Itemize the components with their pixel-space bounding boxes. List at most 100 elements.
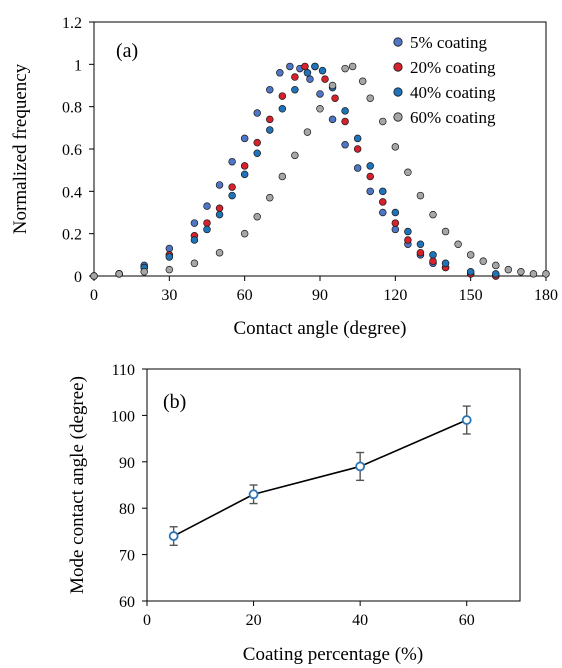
panel-a-data-point	[454, 240, 462, 249]
panel-b-data-point	[461, 415, 472, 425]
panel-a-data-point	[391, 143, 400, 151]
panel-a-data-point	[266, 193, 274, 202]
panel-a-data-point	[348, 62, 357, 71]
panel-a-data-point	[429, 251, 437, 259]
panel-a-data-point	[306, 75, 314, 83]
panel-a-points	[90, 62, 550, 280]
panel-a-data-point	[190, 259, 199, 268]
panel-b-data-point	[168, 531, 179, 541]
panel-a-x-tick-label: 0	[90, 287, 98, 304]
panel-a-data-point	[366, 187, 374, 196]
panel-a-data-point	[203, 225, 211, 234]
panel-a-data-point	[542, 270, 550, 278]
panel-a-data-point	[416, 240, 425, 249]
panel-a-data-point	[353, 164, 362, 172]
panel-a-legend: 5% coating 20% coating 40% coating 60% coat…	[393, 33, 496, 127]
panel-a-data-point	[303, 128, 312, 136]
panel-b-x-tick-label: 0	[143, 612, 151, 629]
panel-a-data-point	[215, 204, 224, 213]
panel-a-data-point	[379, 187, 387, 196]
panel-a-data-point	[404, 227, 412, 236]
panel-b-series	[168, 405, 472, 547]
panel-a-data-point	[253, 212, 261, 221]
panel-a-data-point	[240, 170, 249, 179]
panel-a-data-point	[404, 168, 412, 177]
panel-a-data-point	[165, 253, 174, 261]
legend-marker	[393, 37, 403, 47]
panel-a-y-tick-label: 0.6	[62, 142, 82, 159]
panel-a-data-point	[366, 94, 374, 102]
panel-a: 0 30 60 90 120 150 180 0 0.2 0.4 0.6 0.8 1 1.2 (a) 5%…	[10, 15, 558, 339]
panel-a-data-point	[316, 90, 324, 98]
legend-marker	[393, 112, 403, 122]
panel-a-data-point	[253, 138, 261, 147]
legend-marker	[393, 62, 403, 72]
panel-a-data-point	[429, 210, 437, 219]
panel-a-data-point	[341, 64, 349, 73]
legend-label: 20% coating	[410, 58, 496, 77]
panel-a-y-tick-label: 0.2	[62, 227, 82, 244]
panel-a-data-point	[341, 117, 349, 126]
panel-a-x-tick-label: 30	[161, 287, 177, 304]
panel-b-y-tick-label: 70	[119, 548, 135, 565]
panel-a-x-tick-label: 180	[534, 287, 558, 304]
panel-a-data-point	[429, 257, 437, 265]
panel-a-data-point	[366, 162, 374, 170]
panel-a-data-point	[165, 265, 174, 274]
panel-a-data-point	[391, 208, 400, 217]
panel-a-y-tick-label: 1	[74, 57, 82, 74]
legend-label: 5% coating	[410, 33, 487, 52]
panel-a-x-axis-label: Contact angle (degree)	[233, 318, 406, 339]
panel-a-data-point	[492, 261, 500, 270]
panel-a-data-point	[203, 202, 211, 210]
panel-a-data-point	[276, 69, 284, 77]
panel-a-data-point	[379, 117, 387, 126]
panel-a-data-point	[466, 268, 475, 276]
panel-a-data-point	[479, 257, 487, 265]
panel-b-x-tick-label: 60	[459, 612, 475, 629]
panel-a-data-point	[321, 75, 329, 83]
panel-a-data-point	[416, 248, 425, 257]
panel-b-y-tick-label: 110	[112, 362, 135, 379]
panel-a-y-axis-label: Normalized frequency	[10, 63, 31, 234]
panel-a-data-point	[115, 270, 123, 278]
panel-a-data-point	[391, 225, 400, 234]
panel-a-data-point	[240, 162, 249, 170]
panel-a-y-tick-label: 1.2	[62, 15, 82, 32]
panel-a-data-point	[266, 85, 274, 94]
panel-a-data-point	[301, 62, 309, 71]
panel-a-data-point	[266, 126, 274, 134]
panel-a-data-point	[190, 219, 199, 227]
panel-a-data-point	[379, 198, 387, 206]
panel-b-data-point	[248, 489, 259, 500]
panel-b-y-tick-label: 60	[119, 594, 135, 611]
panel-a-data-point	[318, 66, 327, 75]
panel-a-label: (a)	[116, 40, 138, 62]
panel-a-data-point	[240, 134, 249, 143]
panel-a-data-point	[441, 259, 450, 268]
panel-a-data-point	[341, 107, 349, 115]
panel-a-data-point	[504, 265, 513, 274]
panel-a-data-point	[278, 172, 287, 181]
panel-a-x-tick-label: 120	[383, 287, 407, 304]
panel-b-x-tick-label: 20	[246, 612, 262, 629]
panel-a-data-point	[215, 248, 224, 257]
panel-a-data-point	[353, 145, 362, 153]
panel-a-data-point	[215, 181, 224, 189]
panel-a-data-point	[366, 172, 374, 181]
panel-a-data-point	[165, 244, 174, 253]
panel-a-data-point	[278, 92, 287, 100]
panel-a-data-point	[240, 229, 249, 238]
panel-a-x-tick-label: 60	[237, 287, 253, 304]
panel-a-data-point	[291, 151, 299, 160]
panel-a-series-4	[90, 62, 550, 280]
panel-b-y-axis-label: Mode contact angle (degree)	[67, 376, 88, 594]
panel-a-data-point	[328, 115, 337, 124]
panel-a-x-tick-label: 150	[459, 287, 483, 304]
panel-a-data-point	[441, 227, 450, 236]
panel-a-data-point	[278, 105, 287, 113]
panel-a-data-point	[190, 236, 199, 244]
panel-a-data-point	[228, 183, 236, 191]
panel-a-x-tick-label: 90	[312, 287, 328, 304]
panel-b-label: (b)	[163, 391, 186, 413]
